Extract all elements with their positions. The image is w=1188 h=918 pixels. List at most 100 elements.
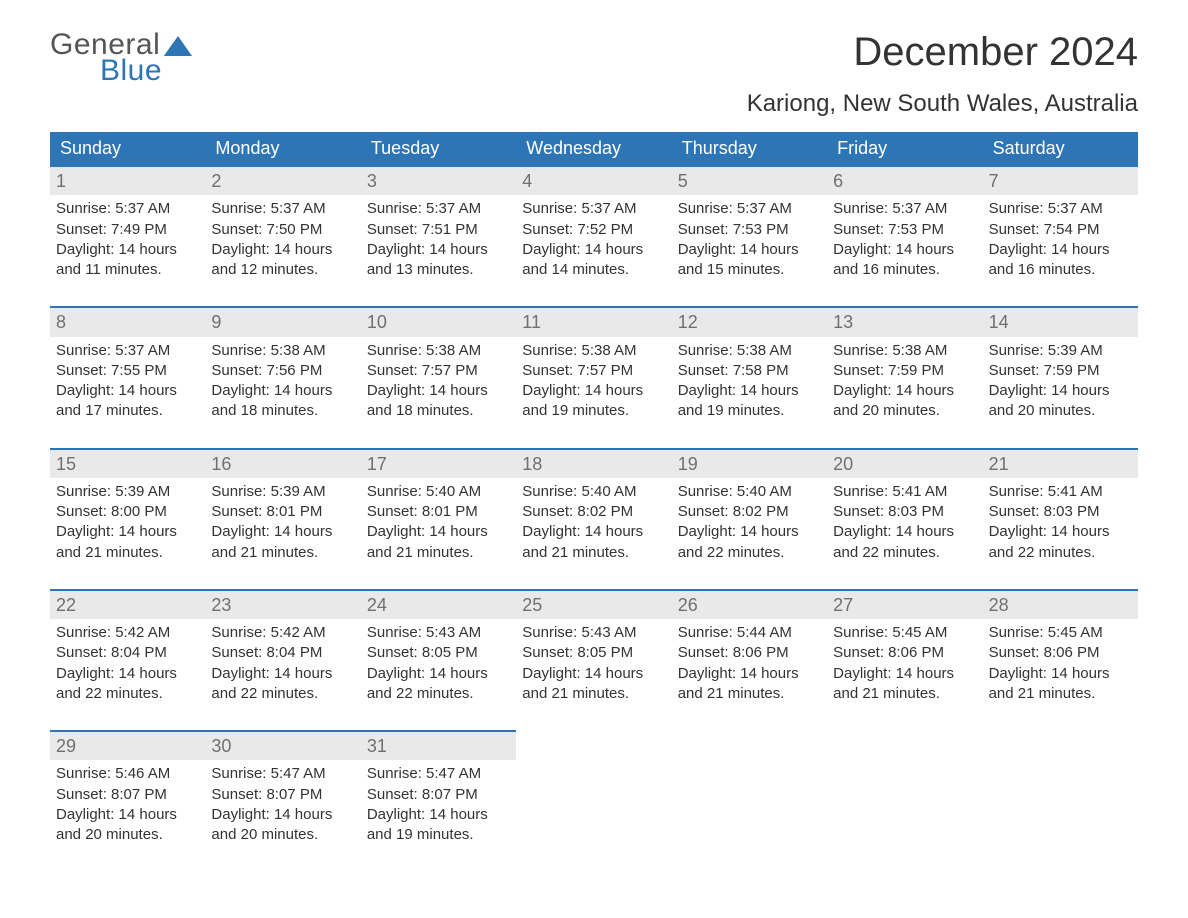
sunrise-line: Sunrise: 5:38 AM [367,341,510,361]
daylight-line: Daylight: 14 hours and 19 minutes. [522,381,665,422]
day-number: 20 [827,448,982,478]
empty-cell [827,730,982,851]
day-number: 24 [361,589,516,619]
sunset-line: Sunset: 8:07 PM [367,785,510,805]
day-cell: 9Sunrise: 5:38 AMSunset: 7:56 PMDaylight… [205,306,360,427]
sunset-line: Sunset: 8:05 PM [522,643,665,663]
sunset-line: Sunset: 8:04 PM [56,643,199,663]
day-cell: 30Sunrise: 5:47 AMSunset: 8:07 PMDayligh… [205,730,360,851]
sunset-line: Sunset: 7:59 PM [989,361,1132,381]
day-number: 18 [516,448,671,478]
sunset-line: Sunset: 7:54 PM [989,220,1132,240]
empty-cell [516,730,671,851]
day-details: Sunrise: 5:39 AMSunset: 8:00 PMDaylight:… [50,478,205,569]
day-details: Sunrise: 5:41 AMSunset: 8:03 PMDaylight:… [983,478,1138,569]
weekday-header: Wednesday [516,132,671,165]
day-cell: 19Sunrise: 5:40 AMSunset: 8:02 PMDayligh… [672,448,827,569]
day-details: Sunrise: 5:42 AMSunset: 8:04 PMDaylight:… [50,619,205,710]
day-number: 6 [827,165,982,195]
sunset-line: Sunset: 8:06 PM [989,643,1132,663]
daylight-line: Daylight: 14 hours and 21 minutes. [522,664,665,705]
calendar-grid: SundayMondayTuesdayWednesdayThursdayFrid… [50,132,1138,871]
sunrise-line: Sunrise: 5:38 AM [211,341,354,361]
day-cell: 11Sunrise: 5:38 AMSunset: 7:57 PMDayligh… [516,306,671,427]
day-cell: 2Sunrise: 5:37 AMSunset: 7:50 PMDaylight… [205,165,360,286]
day-number: 27 [827,589,982,619]
daylight-line: Daylight: 14 hours and 22 minutes. [211,664,354,705]
day-number: 10 [361,306,516,336]
day-number: 11 [516,306,671,336]
daylight-line: Daylight: 14 hours and 21 minutes. [211,522,354,563]
flag-icon [164,36,192,56]
weekday-header: Saturday [983,132,1138,165]
day-cell: 15Sunrise: 5:39 AMSunset: 8:00 PMDayligh… [50,448,205,569]
daylight-line: Daylight: 14 hours and 20 minutes. [989,381,1132,422]
sunrise-line: Sunrise: 5:42 AM [56,623,199,643]
day-cell: 1Sunrise: 5:37 AMSunset: 7:49 PMDaylight… [50,165,205,286]
day-number: 2 [205,165,360,195]
weekday-header: Thursday [672,132,827,165]
sunrise-line: Sunrise: 5:37 AM [367,199,510,219]
day-details: Sunrise: 5:45 AMSunset: 8:06 PMDaylight:… [827,619,982,710]
sunset-line: Sunset: 7:49 PM [56,220,199,240]
day-details: Sunrise: 5:42 AMSunset: 8:04 PMDaylight:… [205,619,360,710]
day-details: Sunrise: 5:37 AMSunset: 7:50 PMDaylight:… [205,195,360,286]
sunset-line: Sunset: 7:57 PM [367,361,510,381]
day-cell: 31Sunrise: 5:47 AMSunset: 8:07 PMDayligh… [361,730,516,851]
day-cell: 10Sunrise: 5:38 AMSunset: 7:57 PMDayligh… [361,306,516,427]
brand-logo-line2: Blue [100,56,162,86]
sunrise-line: Sunrise: 5:39 AM [211,482,354,502]
sunrise-line: Sunrise: 5:37 AM [211,199,354,219]
sunrise-line: Sunrise: 5:37 AM [56,199,199,219]
day-cell: 25Sunrise: 5:43 AMSunset: 8:05 PMDayligh… [516,589,671,710]
sunset-line: Sunset: 7:56 PM [211,361,354,381]
sunset-line: Sunset: 7:59 PM [833,361,976,381]
day-details: Sunrise: 5:39 AMSunset: 7:59 PMDaylight:… [983,337,1138,428]
day-details: Sunrise: 5:38 AMSunset: 7:57 PMDaylight:… [361,337,516,428]
sunrise-line: Sunrise: 5:47 AM [367,764,510,784]
day-details: Sunrise: 5:39 AMSunset: 8:01 PMDaylight:… [205,478,360,569]
day-details: Sunrise: 5:37 AMSunset: 7:49 PMDaylight:… [50,195,205,286]
weekday-header: Monday [205,132,360,165]
sunrise-line: Sunrise: 5:38 AM [833,341,976,361]
daylight-line: Daylight: 14 hours and 21 minutes. [678,664,821,705]
sunrise-line: Sunrise: 5:37 AM [833,199,976,219]
day-cell: 23Sunrise: 5:42 AMSunset: 8:04 PMDayligh… [205,589,360,710]
sunrise-line: Sunrise: 5:47 AM [211,764,354,784]
day-number: 25 [516,589,671,619]
daylight-line: Daylight: 14 hours and 17 minutes. [56,381,199,422]
location-subtitle: Kariong, New South Wales, Australia [50,90,1138,118]
sunrise-line: Sunrise: 5:41 AM [989,482,1132,502]
day-details: Sunrise: 5:37 AMSunset: 7:53 PMDaylight:… [827,195,982,286]
sunset-line: Sunset: 8:04 PM [211,643,354,663]
sunset-line: Sunset: 8:05 PM [367,643,510,663]
day-details: Sunrise: 5:41 AMSunset: 8:03 PMDaylight:… [827,478,982,569]
sunset-line: Sunset: 7:53 PM [678,220,821,240]
day-cell: 13Sunrise: 5:38 AMSunset: 7:59 PMDayligh… [827,306,982,427]
day-details: Sunrise: 5:44 AMSunset: 8:06 PMDaylight:… [672,619,827,710]
day-details: Sunrise: 5:37 AMSunset: 7:53 PMDaylight:… [672,195,827,286]
sunrise-line: Sunrise: 5:43 AM [367,623,510,643]
day-details: Sunrise: 5:43 AMSunset: 8:05 PMDaylight:… [516,619,671,710]
sunset-line: Sunset: 7:51 PM [367,220,510,240]
sunrise-line: Sunrise: 5:37 AM [56,341,199,361]
sunset-line: Sunset: 7:57 PM [522,361,665,381]
daylight-line: Daylight: 14 hours and 21 minutes. [367,522,510,563]
daylight-line: Daylight: 14 hours and 20 minutes. [833,381,976,422]
day-details: Sunrise: 5:37 AMSunset: 7:52 PMDaylight:… [516,195,671,286]
day-number: 7 [983,165,1138,195]
sunset-line: Sunset: 8:07 PM [56,785,199,805]
daylight-line: Daylight: 14 hours and 21 minutes. [522,522,665,563]
day-number: 17 [361,448,516,478]
sunrise-line: Sunrise: 5:37 AM [678,199,821,219]
day-number: 19 [672,448,827,478]
day-details: Sunrise: 5:46 AMSunset: 8:07 PMDaylight:… [50,760,205,851]
empty-cell [672,730,827,851]
daylight-line: Daylight: 14 hours and 21 minutes. [833,664,976,705]
day-cell: 17Sunrise: 5:40 AMSunset: 8:01 PMDayligh… [361,448,516,569]
day-number: 23 [205,589,360,619]
daylight-line: Daylight: 14 hours and 16 minutes. [989,240,1132,281]
sunrise-line: Sunrise: 5:39 AM [989,341,1132,361]
daylight-line: Daylight: 14 hours and 18 minutes. [367,381,510,422]
sunset-line: Sunset: 8:06 PM [833,643,976,663]
